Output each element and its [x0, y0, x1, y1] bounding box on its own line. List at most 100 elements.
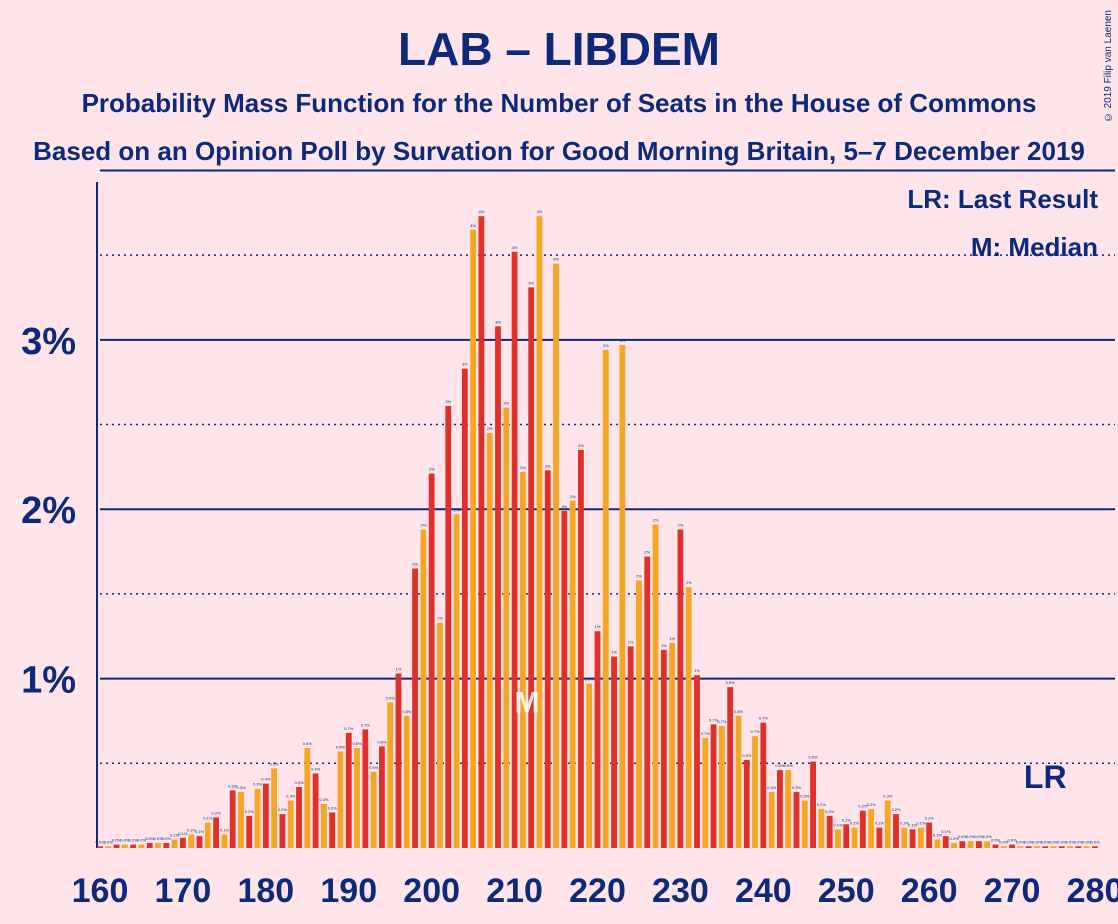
- bar-seat-247: [818, 809, 825, 848]
- bar-value-label: 0.2%: [817, 802, 827, 807]
- bar-seat-162: [113, 844, 120, 848]
- bar-seat-196: [395, 673, 402, 848]
- bar-value-label: 0.4%: [261, 777, 271, 782]
- bar-value-label: 0.0%: [1008, 838, 1018, 843]
- bar-value-label: 0.5%: [775, 763, 785, 768]
- bar-seat-258: [909, 829, 916, 848]
- bar-seat-278: [1075, 846, 1082, 848]
- bar-seat-180: [262, 783, 269, 848]
- bar-seat-208: [495, 326, 501, 848]
- bar-seat-254: [876, 827, 883, 848]
- bar-seat-273: [1034, 846, 1040, 848]
- bar-value-label: 1%: [611, 650, 617, 655]
- bar-value-label: 3%: [619, 338, 625, 343]
- bar-seat-240: [760, 722, 767, 848]
- bar-value-label: 0.0%: [958, 834, 968, 839]
- bar-value-label: 0.0%: [1041, 839, 1051, 844]
- bar-value-label: 2%: [636, 573, 642, 578]
- bar-value-label: 0.5%: [270, 761, 280, 766]
- bar-value-label: 0.2%: [245, 809, 255, 814]
- bar-seat-214: [544, 470, 551, 848]
- bar-seat-168: [163, 842, 170, 848]
- bar-value-label: 1%: [628, 639, 634, 644]
- bar-value-label: 3%: [462, 362, 468, 367]
- bar-value-label: 0.3%: [319, 797, 329, 802]
- bar-seat-235: [718, 726, 725, 848]
- bar-seat-241: [768, 792, 775, 848]
- x-tick-label: 270: [984, 872, 1041, 910]
- bar-value-label: 0.2%: [858, 804, 868, 809]
- bar-value-label: 3%: [528, 280, 534, 285]
- bar-seat-223: [619, 344, 626, 848]
- bar-value-label: 0.0%: [1032, 839, 1042, 844]
- bar-seat-261: [934, 839, 941, 848]
- bar-seat-163: [121, 844, 128, 848]
- bar-value-label: 0.1%: [178, 831, 188, 836]
- bar-seat-253: [868, 809, 875, 848]
- bar-value-label: 0.1%: [908, 822, 918, 827]
- bar-value-label: 0.5%: [369, 765, 379, 770]
- bar-seat-179: [254, 788, 261, 848]
- bar-seat-225: [636, 580, 642, 848]
- bar-value-label: 0.3%: [792, 785, 802, 790]
- bar-seat-245: [801, 800, 808, 848]
- bar-value-label: 0.0%: [1057, 839, 1067, 844]
- bar-value-label: 0.1%: [833, 822, 843, 827]
- bar-seat-185: [304, 748, 311, 848]
- bar-value-label: 2%: [545, 463, 551, 468]
- bar-seat-177: [238, 792, 244, 848]
- bar-seat-220: [594, 631, 601, 848]
- bar-seat-197: [403, 715, 410, 848]
- bar-seat-244: [793, 792, 800, 848]
- bar-value-label: 0.1%: [203, 816, 213, 821]
- bar-seat-232: [694, 675, 700, 848]
- x-tick-label: 200: [403, 872, 460, 910]
- bar-value-label: 0.0%: [112, 838, 122, 843]
- bar-seat-264: [959, 841, 966, 848]
- x-tick-label: 280: [1067, 872, 1118, 910]
- x-tick-label: 260: [901, 872, 958, 910]
- bar-seat-260: [926, 822, 933, 848]
- bar-value-label: 0.1%: [195, 829, 205, 834]
- bar-seat-190: [345, 732, 352, 848]
- bar-seat-172: [196, 836, 203, 848]
- bar-seat-267: [984, 841, 991, 848]
- bar-value-label: 0.0%: [104, 839, 114, 844]
- bar-value-label: 3%: [445, 399, 451, 404]
- bar-value-label: 0.0%: [145, 836, 155, 841]
- bar-seat-212: [528, 287, 535, 848]
- bar-value-label: 2%: [653, 517, 659, 522]
- bar-value-label: 0.6%: [377, 739, 387, 744]
- bar-value-label: 2%: [578, 443, 584, 448]
- median-marker: M: [515, 687, 540, 720]
- bar-seat-200: [428, 473, 435, 848]
- bar-seat-236: [727, 687, 734, 848]
- bar-seat-239: [752, 736, 758, 848]
- bar-seat-265: [967, 841, 974, 848]
- bar-value-label: 0.3%: [253, 782, 263, 787]
- bar-seat-183: [287, 800, 294, 848]
- bar-value-label: 0.2%: [328, 805, 338, 810]
- bar-seat-187: [320, 803, 327, 848]
- bar-value-label: 0.1%: [220, 827, 230, 832]
- x-tick-label: 250: [818, 872, 875, 910]
- bar-value-label: 1%: [595, 624, 601, 629]
- x-tick-label: 180: [237, 872, 294, 910]
- bar-value-label: 0.1%: [916, 821, 926, 826]
- bar-seat-167: [155, 842, 161, 848]
- bar-seat-249: [835, 829, 841, 848]
- bar-seat-256: [893, 814, 899, 848]
- bar-seat-174: [213, 817, 219, 848]
- bar-value-label: 0.1%: [925, 816, 935, 821]
- bar-seat-234: [710, 724, 717, 848]
- bar-value-label: 0.0%: [983, 834, 993, 839]
- bar-value-label: 0.2%: [212, 811, 222, 816]
- bar-value-label: 0.4%: [294, 780, 304, 785]
- bar-seat-221: [602, 350, 609, 848]
- bar-value-label: 0.0%: [95, 839, 105, 844]
- bar-seat-238: [743, 759, 750, 848]
- bar-value-label: 0.0%: [966, 834, 976, 839]
- bar-seat-175: [221, 834, 228, 848]
- bar-value-label: 2%: [429, 467, 435, 472]
